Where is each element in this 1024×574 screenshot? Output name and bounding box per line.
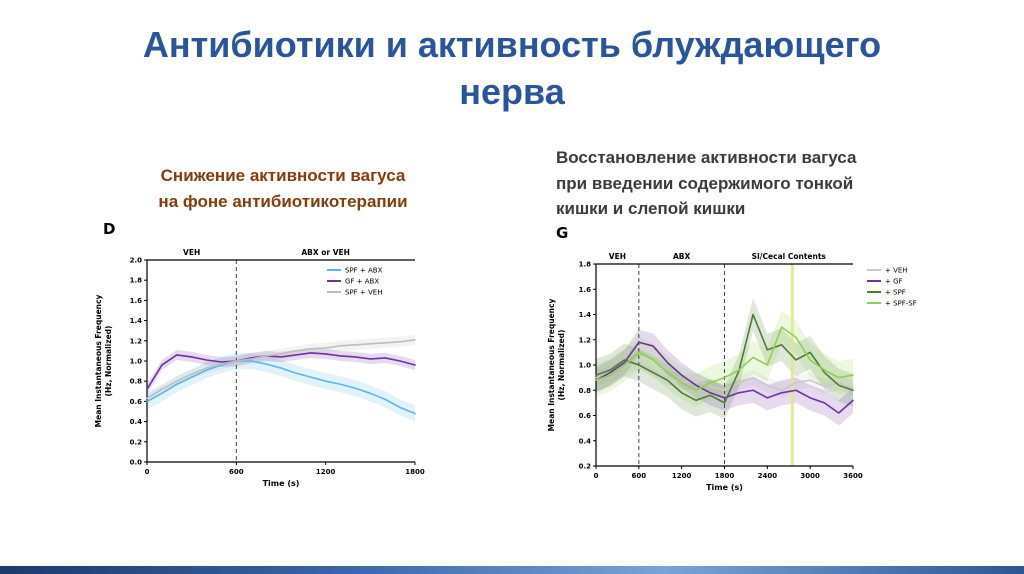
chart-panel-G: G 0.2 0.4 0.6 0.8 1.0 1.2 1.4 1.6 1.8 0 600 1200 180…: [548, 224, 958, 514]
legend-label: SPF + ABX: [345, 267, 383, 275]
svg-text:1200: 1200: [316, 468, 336, 476]
svg-text:0.8: 0.8: [579, 387, 592, 395]
svg-text:1.8: 1.8: [579, 261, 592, 269]
y-axis-label: Mean Instantaneous Frequency(Hz, Normali…: [95, 295, 113, 428]
svg-text:1800: 1800: [715, 472, 735, 480]
svg-text:1.8: 1.8: [130, 277, 143, 285]
svg-text:0.0: 0.0: [130, 459, 143, 467]
chart-panel-D: D 0.0 0.2 0.4 0.6 0.8 1.0 1.2 1.4 1.6 1.8 2.0 0 600 1…: [95, 220, 435, 510]
svg-text:1.4: 1.4: [130, 317, 143, 325]
svg-text:0: 0: [145, 468, 150, 476]
svg-text:0.8: 0.8: [130, 378, 143, 386]
legend-label: + SPF: [885, 289, 906, 297]
band-+ SPF-SF: [596, 310, 853, 407]
svg-text:1200: 1200: [672, 472, 692, 480]
legend-label: + GF: [885, 278, 903, 286]
slide-title: Антибиотики и активность блуждающего нер…: [142, 24, 882, 112]
vagus-activity-antibiotics-chart: 0.0 0.2 0.4 0.6 0.8 1.0 1.2 1.4 1.6 1.8 2.0 0 600 120…: [95, 248, 425, 488]
svg-text:1.2: 1.2: [130, 337, 143, 345]
svg-text:1.6: 1.6: [130, 297, 143, 305]
legend-label: SPF + VEH: [345, 289, 382, 297]
series-line-GF + ABX: [146, 352, 416, 391]
bottom-accent-bar: [0, 566, 1024, 574]
axes: 0.0 0.2 0.4 0.6 0.8 1.0 1.2 1.4 1.6 1.8 2.0 0 600 120…: [130, 257, 425, 477]
svg-text:1800: 1800: [405, 468, 425, 476]
series-lines: [146, 338, 416, 415]
axes: 0.2 0.4 0.6 0.8 1.0 1.2 1.4 1.6 1.8 0 600 1200 1800 2…: [579, 261, 863, 481]
series-line-+ VEH: [595, 360, 854, 392]
svg-text:600: 600: [632, 472, 647, 480]
svg-text:0.4: 0.4: [579, 437, 592, 445]
error-bands: [147, 334, 415, 422]
x-axis-label: Time (s): [706, 483, 743, 492]
svg-text:0.4: 0.4: [130, 418, 143, 426]
series-line-+ SPF: [595, 313, 854, 404]
series-line-+ SPF-SF: [595, 326, 854, 392]
svg-text:1.0: 1.0: [579, 362, 592, 370]
svg-text:600: 600: [229, 468, 244, 476]
legend: SPF + ABX GF + ABX SPF + VEH: [327, 267, 383, 297]
svg-text:0: 0: [594, 472, 599, 480]
svg-text:1.4: 1.4: [579, 311, 592, 319]
series-line-SPF + VEH: [146, 338, 416, 400]
region-label: VEH: [183, 248, 200, 257]
svg-text:0.6: 0.6: [579, 412, 592, 420]
legend-label: GF + ABX: [345, 278, 379, 286]
left-chart-heading: Снижение активности вагуса на фоне антиб…: [158, 166, 408, 211]
series-line-+ GF: [595, 341, 854, 414]
svg-text:3000: 3000: [800, 472, 820, 480]
svg-text:1.2: 1.2: [579, 336, 592, 344]
series-lines: [595, 313, 854, 414]
svg-text:1.6: 1.6: [579, 286, 592, 294]
svg-text:2.0: 2.0: [130, 257, 143, 265]
region-label: ABX or VEH: [301, 248, 350, 257]
band-SPF + ABX: [147, 352, 415, 422]
panel-label-G: G: [556, 224, 569, 242]
region-label: VEH: [609, 252, 626, 261]
series-line-SPF + ABX: [146, 360, 416, 415]
legend-label: + VEH: [885, 267, 908, 275]
band-+ SPF: [596, 298, 853, 420]
panel-label-D: D: [103, 220, 116, 238]
band-SPF + VEH: [147, 334, 415, 404]
vagus-activity-recovery-chart: 0.2 0.4 0.6 0.8 1.0 1.2 1.4 1.6 1.8 0 600 1200 1800 2…: [548, 252, 917, 492]
y-axis-label: Mean Instantaneous Frequency(Hz, Normali…: [548, 299, 566, 432]
right-chart-heading: Восстановление активности вагуса при вве…: [556, 148, 857, 218]
region-label: ABX: [673, 252, 691, 261]
legend: + VEH + GF + SPF + SPF-SF: [867, 267, 917, 308]
svg-text:0.6: 0.6: [130, 398, 143, 406]
svg-text:3600: 3600: [843, 472, 863, 480]
svg-text:2400: 2400: [758, 472, 778, 480]
svg-text:1.0: 1.0: [130, 358, 143, 366]
svg-text:0.2: 0.2: [130, 438, 143, 446]
region-label: SI/Cecal Contents: [752, 252, 827, 261]
x-axis-label: Time (s): [263, 479, 300, 488]
legend-label: + SPF-SF: [885, 300, 917, 308]
svg-text:0.2: 0.2: [579, 463, 592, 471]
band-GF + ABX: [147, 347, 415, 395]
